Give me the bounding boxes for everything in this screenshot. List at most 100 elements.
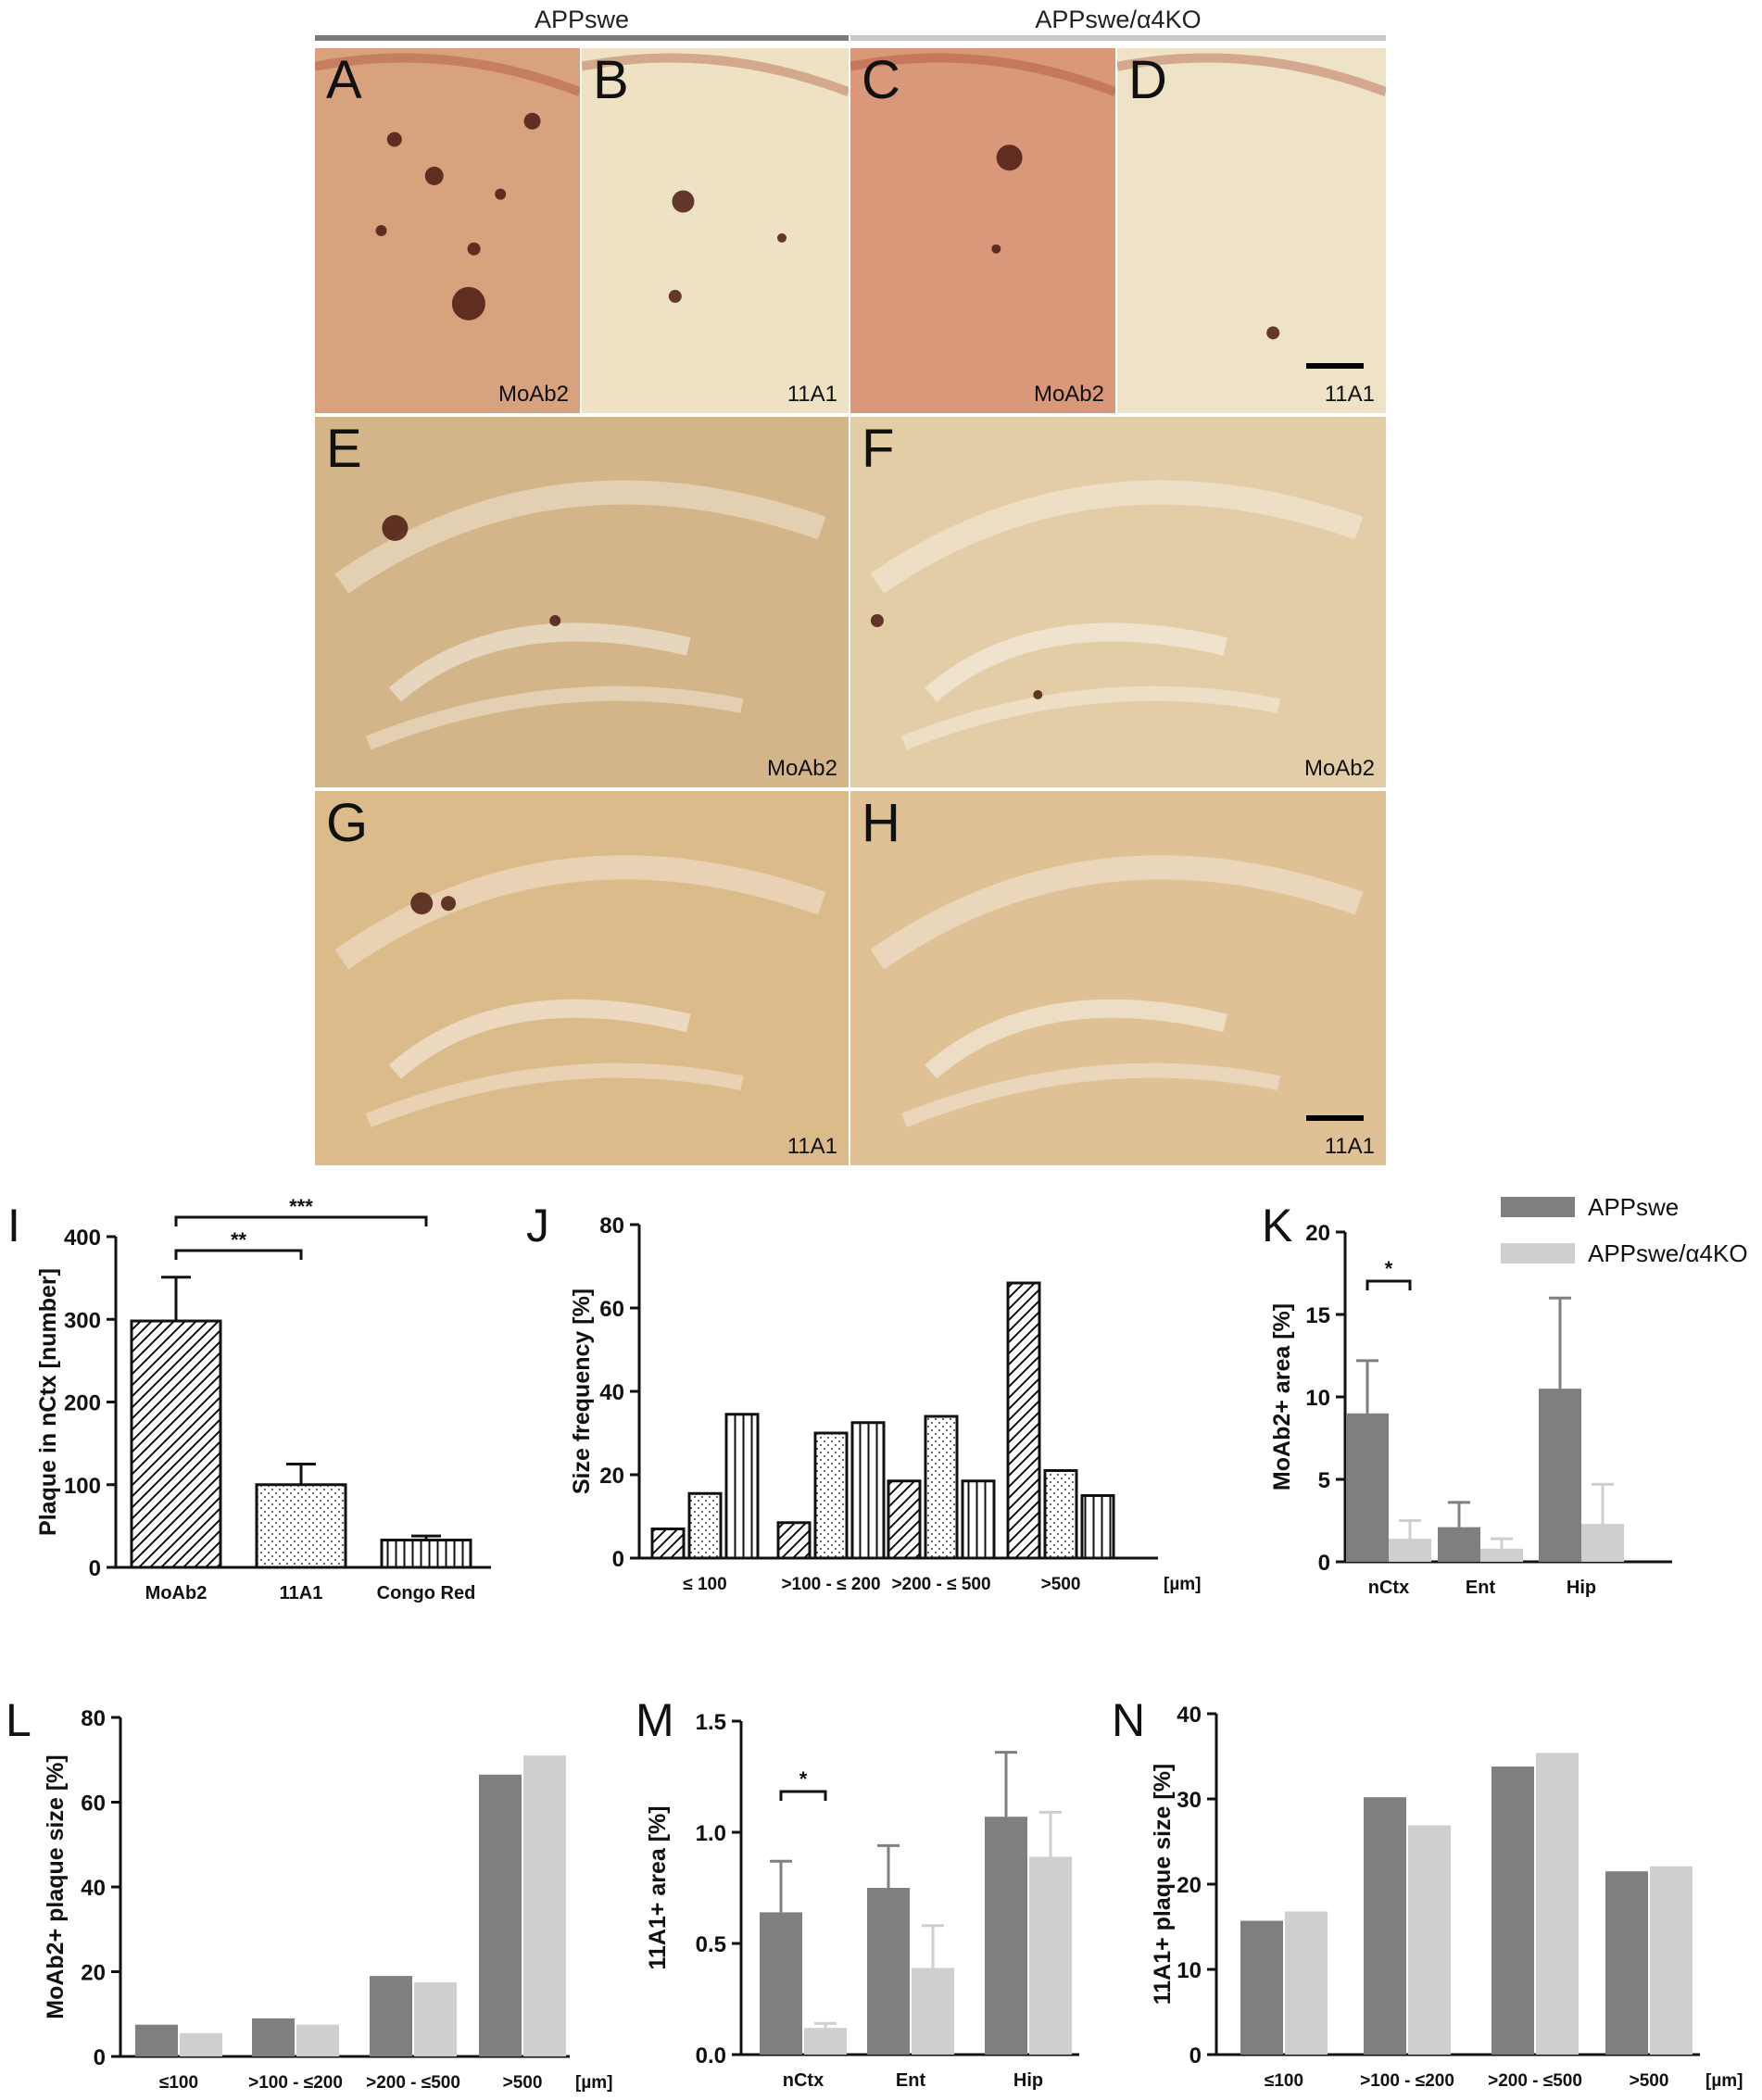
scale-bar [1306, 363, 1364, 369]
significance-bracket [1366, 1279, 1412, 1290]
chart-letter-j: J [526, 1200, 549, 1251]
bar [252, 2018, 295, 2056]
chart-11a1-plaque-size: 0 10 20 30 40 11A1+ plaque size [%] ≤100 >100 -… [1150, 1703, 1743, 2091]
x-tick-label: >500 [503, 2073, 543, 2093]
tissue-edge [582, 53, 849, 96]
group-bar-appswe-a4ko [850, 35, 1386, 41]
y-axis-label: 11A1+ plaque size [%] [1150, 1764, 1176, 2006]
micrograph-panel-h: H 11A1 [850, 791, 1386, 1165]
bar [961, 1479, 996, 1560]
bar [1043, 1469, 1078, 1560]
x-tick-label: ≤100 [1265, 2071, 1303, 2091]
tissue-band [388, 999, 691, 1079]
x-tick-label: ≤ 100 [683, 1575, 726, 1594]
y-tick-label: 200 [64, 1391, 101, 1416]
plaque-mark [991, 244, 1001, 254]
tissue-band [334, 480, 826, 594]
tissue-texture [850, 53, 1115, 254]
bar [479, 1774, 522, 2056]
y-tick-label: 40 [81, 1876, 106, 1901]
tissue-texture [870, 480, 1364, 750]
x-unit-label: [µm] [1705, 2071, 1743, 2091]
legend-swatch-appswe-a4ko [1501, 1243, 1575, 1264]
chart-letter-m: M [636, 1694, 674, 1746]
bar [1285, 1911, 1328, 2055]
bar [1438, 1527, 1480, 1562]
bar [1480, 1548, 1523, 1562]
y-tick-label: 10 [1177, 1958, 1202, 1983]
plaque-mark [382, 515, 409, 541]
y-tick-label: 40 [1177, 1703, 1202, 1728]
x-tick-label: MoAb2 [145, 1583, 208, 1603]
y-tick-label: 80 [81, 1706, 106, 1731]
tissue-band [925, 999, 1227, 1079]
significance-bracket [174, 1215, 428, 1226]
micrograph-panel-d: D 11A1 [1117, 48, 1386, 413]
panel-letter: F [862, 419, 895, 479]
significance-label: * [1385, 1257, 1393, 1280]
y-axis-label: Size frequency [%] [569, 1289, 595, 1494]
bar [1240, 1920, 1283, 2055]
plaque-mark [996, 145, 1023, 171]
y-tick-label: 5 [1318, 1468, 1330, 1493]
plaque-mark [451, 286, 485, 321]
x-tick-label: >200 - ≤500 [1488, 2071, 1582, 2091]
panel-stain-label: MoAb2 [1033, 382, 1104, 407]
panel-letter: A [326, 50, 362, 110]
x-tick-label: >200 - ≤500 [366, 2073, 460, 2093]
panel-stain-label: 11A1 [787, 382, 837, 407]
bar [924, 1415, 959, 1560]
bar [985, 1817, 1027, 2055]
bar [370, 1976, 412, 2056]
tissue-band [870, 855, 1364, 970]
tissue-edge [850, 53, 1115, 96]
tissue-band [388, 622, 691, 702]
plaque-mark [441, 896, 456, 912]
tissue-band [365, 685, 744, 750]
plaque-mark [424, 166, 444, 185]
chart-moab2-plaque-size: 0 20 40 60 80 MoAb2+ plaque size [%] ≤100 >100 … [43, 1706, 613, 2093]
bar [760, 1912, 802, 2055]
significance-bracket [174, 1249, 303, 1260]
plaque-mark [467, 242, 481, 256]
bar [1029, 1856, 1072, 2055]
group-bar-appswe [315, 35, 849, 41]
micrograph-panel-e: E MoAb2 [315, 417, 849, 787]
y-tick-label: 60 [599, 1297, 624, 1322]
x-tick-label: Hip [1013, 2070, 1043, 2091]
chart-letter-l: L [6, 1694, 31, 1746]
bar [813, 1431, 849, 1560]
bar [1539, 1389, 1581, 1562]
x-tick-label: >500 [1630, 2071, 1669, 2091]
tissue-texture [1117, 53, 1386, 340]
bar [650, 1528, 686, 1560]
x-tick-label: Congo Red [377, 1583, 476, 1603]
y-tick-label: 1.5 [696, 1710, 726, 1735]
panel-letter: C [862, 50, 900, 110]
micrograph-panel-c: C MoAb2 [850, 48, 1115, 413]
chart-moab2-area: 0 5 10 15 20 MoAb2+ area [%] nCtx Ent Hip * [1269, 1221, 1672, 1598]
x-tick-label: >100 - ≤200 [1360, 2071, 1454, 2091]
panel-stain-label: 11A1 [1324, 1134, 1375, 1159]
chart-11a1-area: 0.0 0.5 1.0 1.5 11A1+ area [%] nCtx Ent Hip * [645, 1710, 1079, 2091]
significance-label: ** [231, 1228, 247, 1251]
bar [724, 1413, 760, 1560]
bar [887, 1479, 922, 1560]
bar [1408, 1825, 1451, 2055]
panel-stain-label: 11A1 [1324, 382, 1375, 407]
tissue-band [900, 685, 1280, 750]
bar [912, 1968, 954, 2055]
significance-label: *** [289, 1195, 313, 1218]
panel-stain-label: MoAb2 [1303, 756, 1375, 781]
panel-letter: G [326, 793, 369, 853]
bar [135, 2024, 178, 2056]
bar [804, 2028, 847, 2055]
bar [867, 1888, 910, 2055]
y-tick-label: 60 [81, 1792, 106, 1817]
x-tick-label: >100 - ≤200 [248, 2073, 343, 2093]
tissue-texture [315, 53, 580, 321]
panel-stain-label: MoAb2 [766, 756, 837, 781]
plaque-mark [668, 289, 682, 303]
y-tick-label: 30 [1177, 1788, 1202, 1813]
plaque-mark [549, 615, 561, 626]
